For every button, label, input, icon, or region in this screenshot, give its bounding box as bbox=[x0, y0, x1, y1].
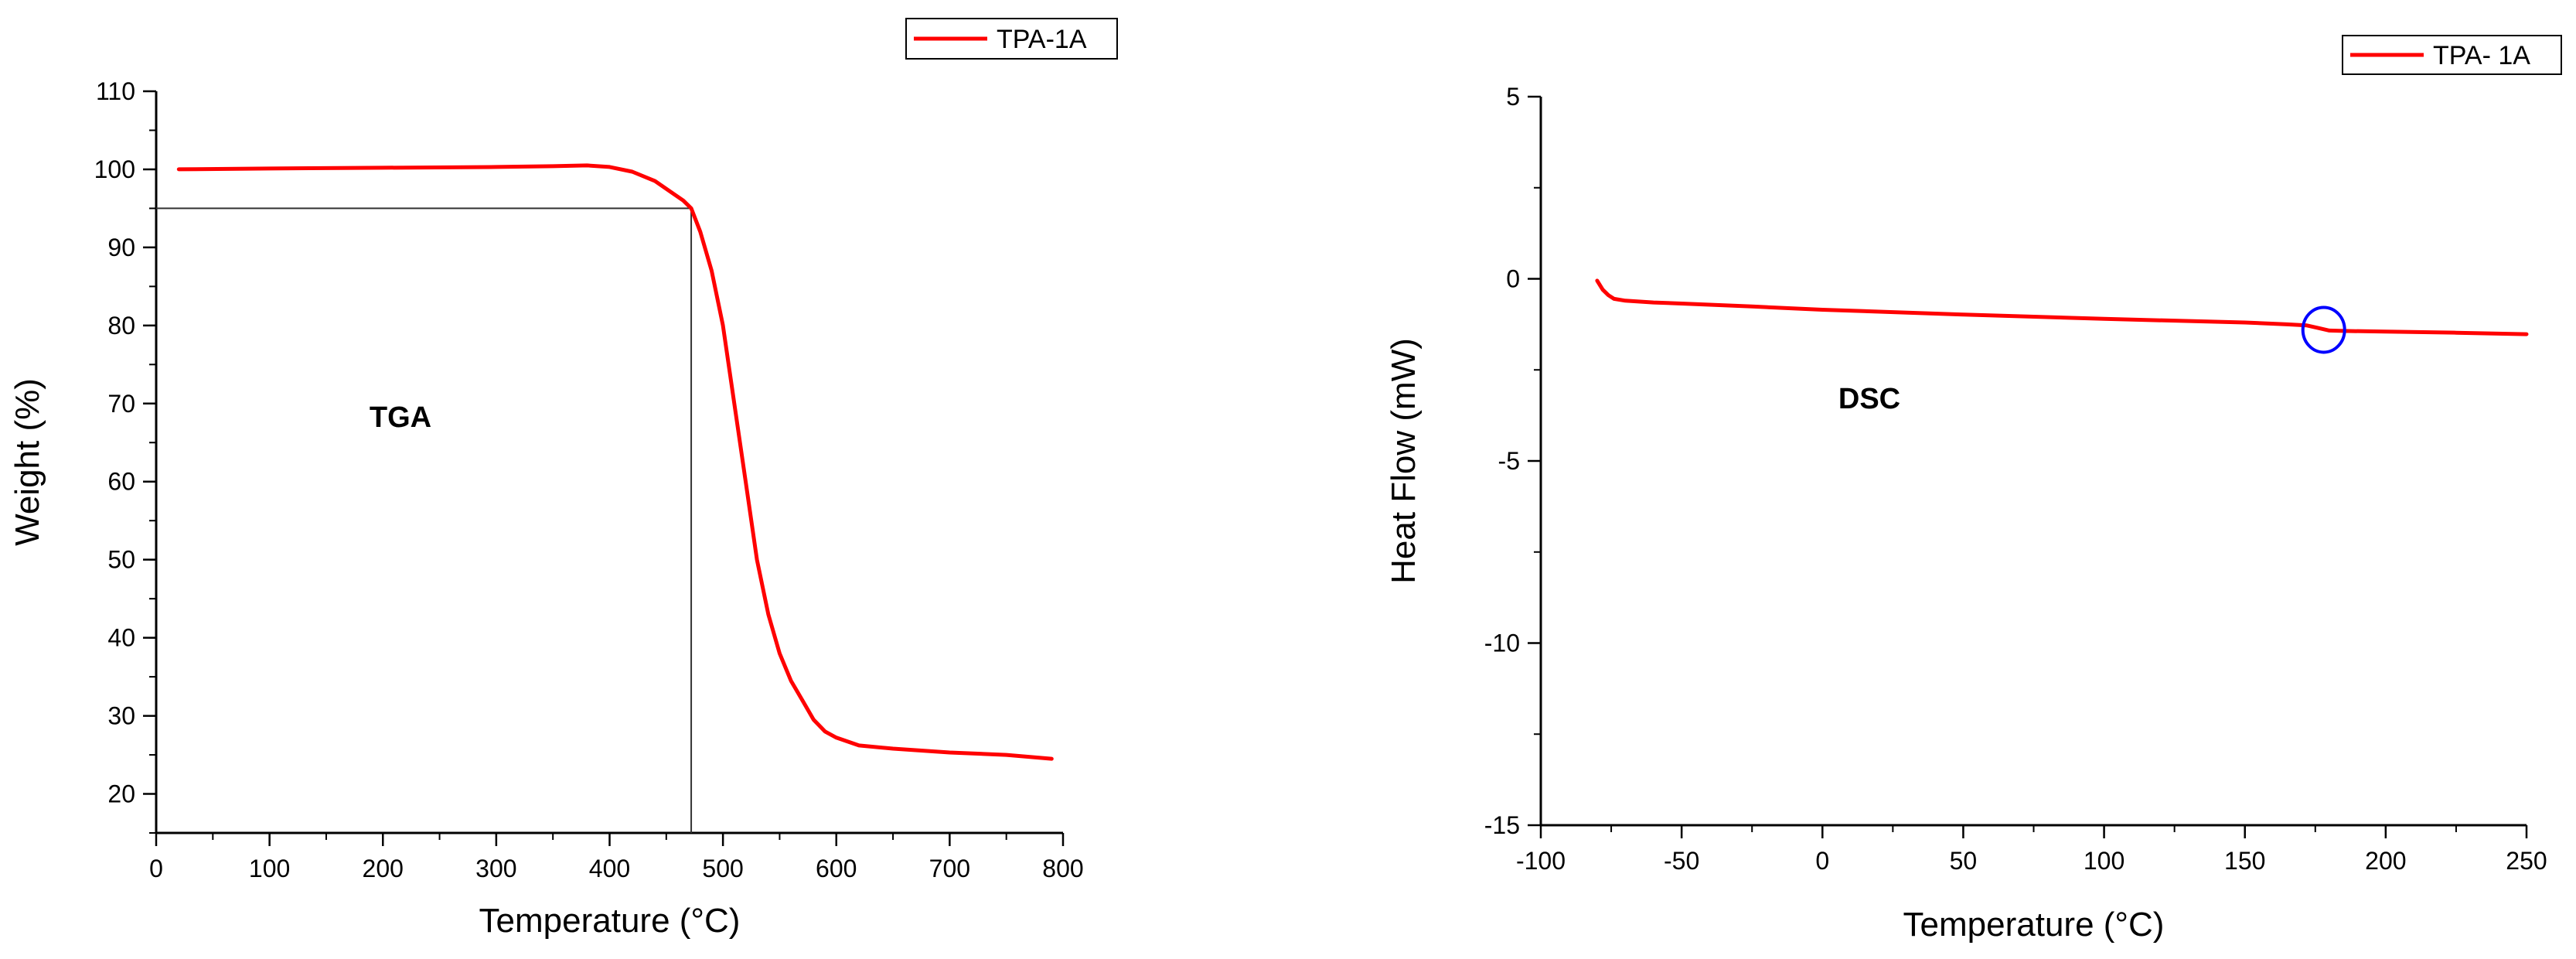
x-tick-label: 800 bbox=[1042, 855, 1083, 882]
x-tick-label: 500 bbox=[702, 855, 743, 882]
y-tick-label: 5 bbox=[1506, 83, 1520, 111]
x-axis-title: Temperature (°C) bbox=[1903, 906, 2165, 944]
x-tick-label: 700 bbox=[929, 855, 970, 882]
y-tick-label: 110 bbox=[96, 77, 135, 105]
x-tick-label: 150 bbox=[2224, 847, 2265, 875]
y-tick-label: 30 bbox=[107, 702, 135, 730]
chart-1: 0 100 200 300 400 500 600 700 800 20 30 40 50 60 70 80 9… bbox=[9, 18, 1118, 940]
x-tick-label: 50 bbox=[1950, 847, 1978, 875]
x-tick-label: -50 bbox=[1664, 847, 1699, 875]
x-tick-label: 200 bbox=[363, 855, 404, 882]
x-tick-label: 100 bbox=[2084, 847, 2125, 875]
x-tick-label: 400 bbox=[589, 855, 630, 882]
x-tick-label: 300 bbox=[475, 855, 516, 882]
x-tick-label: 600 bbox=[816, 855, 857, 882]
series-line-1 bbox=[1595, 278, 2529, 336]
highlight-circle bbox=[2301, 305, 2346, 354]
y-tick-label: 80 bbox=[107, 312, 135, 340]
y-tick-label: -5 bbox=[1498, 447, 1520, 475]
chart-annotation: TGA bbox=[370, 401, 431, 434]
x-tick-label: -100 bbox=[1516, 847, 1566, 875]
y-axis-title: Heat Flow (mW) bbox=[1385, 338, 1423, 584]
y-tick-label: 20 bbox=[107, 780, 135, 808]
y-tick-label: 50 bbox=[107, 546, 135, 574]
y-tick-label: 100 bbox=[94, 155, 135, 183]
x-axis-title: Temperature (°C) bbox=[479, 902, 741, 940]
series-line-1 bbox=[176, 163, 1054, 761]
y-tick-label: -15 bbox=[1484, 811, 1520, 839]
x-tick-label: 0 bbox=[1815, 847, 1829, 875]
x-tick-label: 250 bbox=[2506, 847, 2547, 875]
legend-label: TPA- 1A bbox=[2433, 41, 2530, 70]
y-axis-title: Weight (%) bbox=[9, 378, 46, 546]
y-tick-label: 70 bbox=[107, 390, 135, 418]
x-tick-label: 200 bbox=[2365, 847, 2406, 875]
x-tick-label: 0 bbox=[149, 855, 163, 882]
legend-label: TPA-1A bbox=[997, 25, 1087, 54]
y-tick-label: 40 bbox=[107, 624, 135, 652]
y-tick-label: -10 bbox=[1484, 630, 1520, 657]
y-tick-label: 0 bbox=[1506, 265, 1520, 293]
chart-2: -100 -50 0 50 100 150 200 250-15-10-505Temperat… bbox=[1385, 35, 2562, 944]
x-tick-label: 100 bbox=[249, 855, 290, 882]
y-tick-label: 90 bbox=[107, 234, 135, 261]
y-tick-label: 60 bbox=[107, 468, 135, 496]
chart-annotation: DSC bbox=[1838, 383, 1900, 415]
